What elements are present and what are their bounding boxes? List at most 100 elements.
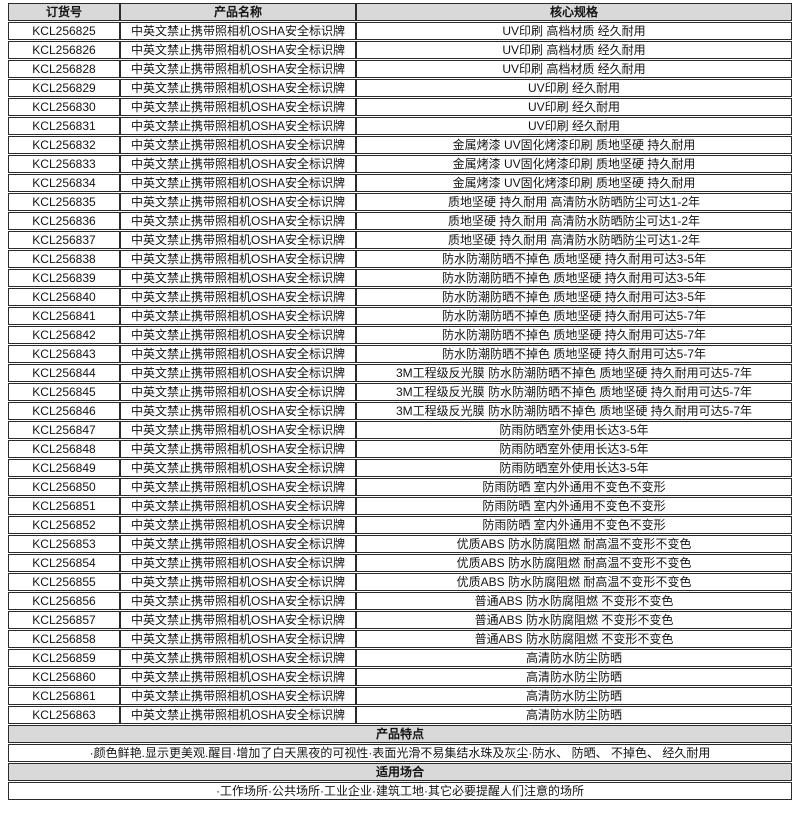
- order-number-cell: KCL256863: [8, 706, 120, 724]
- table-row: KCL256849 中英文禁止携带照相机OSHA安全标识牌 防雨防晒室外使用长达…: [8, 459, 792, 477]
- product-name-cell: 中英文禁止携带照相机OSHA安全标识牌: [120, 459, 356, 477]
- product-name-cell: 中英文禁止携带照相机OSHA安全标识牌: [120, 22, 356, 40]
- product-name-cell: 中英文禁止携带照相机OSHA安全标识牌: [120, 592, 356, 610]
- spec-cell: 优质ABS 防水防腐阻燃 耐高温不变形不变色: [356, 535, 792, 553]
- table-row: KCL256825 中英文禁止携带照相机OSHA安全标识牌 UV印刷 高档材质 …: [8, 22, 792, 40]
- occasions-section-text: ·工作场所·公共场所·工业企业·建筑工地·其它必要提醒人们注意的场所: [8, 782, 792, 800]
- order-number-cell: KCL256831: [8, 117, 120, 135]
- table-row: KCL256836 中英文禁止携带照相机OSHA安全标识牌 质地坚硬 持久耐用 …: [8, 212, 792, 230]
- order-number-cell: KCL256828: [8, 60, 120, 78]
- table-row: KCL256861 中英文禁止携带照相机OSHA安全标识牌 高清防水防尘防晒: [8, 687, 792, 705]
- product-name-cell: 中英文禁止携带照相机OSHA安全标识牌: [120, 193, 356, 211]
- table-row: KCL256843 中英文禁止携带照相机OSHA安全标识牌 防水防潮防晒不掉色 …: [8, 345, 792, 363]
- product-name-cell: 中英文禁止携带照相机OSHA安全标识牌: [120, 535, 356, 553]
- spec-cell: 质地坚硬 持久耐用 高清防水防晒防尘可达1-2年: [356, 231, 792, 249]
- table-row: KCL256855 中英文禁止携带照相机OSHA安全标识牌 优质ABS 防水防腐…: [8, 573, 792, 591]
- order-number-cell: KCL256837: [8, 231, 120, 249]
- order-number-cell: KCL256835: [8, 193, 120, 211]
- spec-cell: 防水防潮防晒不掉色 质地坚硬 持久耐用可达5-7年: [356, 345, 792, 363]
- spec-cell: 3M工程级反光膜 防水防潮防晒不掉色 质地坚硬 持久耐用可达5-7年: [356, 364, 792, 382]
- product-name-cell: 中英文禁止携带照相机OSHA安全标识牌: [120, 383, 356, 401]
- order-number-cell: KCL256841: [8, 307, 120, 325]
- order-number-cell: KCL256826: [8, 41, 120, 59]
- occasions-header-row: 适用场合: [8, 763, 792, 781]
- table-row: KCL256856 中英文禁止携带照相机OSHA安全标识牌 普通ABS 防水防腐…: [8, 592, 792, 610]
- header-product-name: 产品名称: [120, 3, 356, 21]
- table-row: KCL256826 中英文禁止携带照相机OSHA安全标识牌 UV印刷 高档材质 …: [8, 41, 792, 59]
- product-name-cell: 中英文禁止携带照相机OSHA安全标识牌: [120, 668, 356, 686]
- table-row: KCL256863 中英文禁止携带照相机OSHA安全标识牌 高清防水防尘防晒: [8, 706, 792, 724]
- order-number-cell: KCL256851: [8, 497, 120, 515]
- table-footer-sections: 产品特点 ·颜色鲜艳.显示更美观.醒目·增加了白天黑夜的可视性·表面光滑不易集结…: [8, 725, 792, 800]
- table-row: KCL256835 中英文禁止携带照相机OSHA安全标识牌 质地坚硬 持久耐用 …: [8, 193, 792, 211]
- order-number-cell: KCL256859: [8, 649, 120, 667]
- table-row: KCL256829 中英文禁止携带照相机OSHA安全标识牌 UV印刷 经久耐用: [8, 79, 792, 97]
- product-name-cell: 中英文禁止携带照相机OSHA安全标识牌: [120, 60, 356, 78]
- table-row: KCL256845 中英文禁止携带照相机OSHA安全标识牌 3M工程级反光膜 防…: [8, 383, 792, 401]
- product-name-cell: 中英文禁止携带照相机OSHA安全标识牌: [120, 212, 356, 230]
- table-row: KCL256851 中英文禁止携带照相机OSHA安全标识牌 防雨防晒 室内外通用…: [8, 497, 792, 515]
- table-row: KCL256840 中英文禁止携带照相机OSHA安全标识牌 防水防潮防晒不掉色 …: [8, 288, 792, 306]
- table-row: KCL256841 中英文禁止携带照相机OSHA安全标识牌 防水防潮防晒不掉色 …: [8, 307, 792, 325]
- spec-cell: 防雨防晒室外使用长达3-5年: [356, 459, 792, 477]
- product-name-cell: 中英文禁止携带照相机OSHA安全标识牌: [120, 516, 356, 534]
- product-name-cell: 中英文禁止携带照相机OSHA安全标识牌: [120, 364, 356, 382]
- header-row: 订货号 产品名称 核心规格: [8, 3, 792, 21]
- spec-cell: 高清防水防尘防晒: [356, 706, 792, 724]
- table-row: KCL256860 中英文禁止携带照相机OSHA安全标识牌 高清防水防尘防晒: [8, 668, 792, 686]
- product-name-cell: 中英文禁止携带照相机OSHA安全标识牌: [120, 497, 356, 515]
- order-number-cell: KCL256845: [8, 383, 120, 401]
- order-number-cell: KCL256825: [8, 22, 120, 40]
- order-number-cell: KCL256829: [8, 79, 120, 97]
- product-name-cell: 中英文禁止携带照相机OSHA安全标识牌: [120, 345, 356, 363]
- spec-cell: 普通ABS 防水防腐阻燃 不变形不变色: [356, 592, 792, 610]
- table-row: KCL256844 中英文禁止携带照相机OSHA安全标识牌 3M工程级反光膜 防…: [8, 364, 792, 382]
- order-number-cell: KCL256852: [8, 516, 120, 534]
- product-name-cell: 中英文禁止携带照相机OSHA安全标识牌: [120, 269, 356, 287]
- product-name-cell: 中英文禁止携带照相机OSHA安全标识牌: [120, 79, 356, 97]
- order-number-cell: KCL256834: [8, 174, 120, 192]
- order-number-cell: KCL256840: [8, 288, 120, 306]
- table-row: KCL256834 中英文禁止携带照相机OSHA安全标识牌 金属烤漆 UV固化烤…: [8, 174, 792, 192]
- table-row: KCL256858 中英文禁止携带照相机OSHA安全标识牌 普通ABS 防水防腐…: [8, 630, 792, 648]
- table-row: KCL256831 中英文禁止携带照相机OSHA安全标识牌 UV印刷 经久耐用: [8, 117, 792, 135]
- order-number-cell: KCL256856: [8, 592, 120, 610]
- order-number-cell: KCL256830: [8, 98, 120, 116]
- order-number-cell: KCL256843: [8, 345, 120, 363]
- order-number-cell: KCL256848: [8, 440, 120, 458]
- spec-cell: UV印刷 经久耐用: [356, 98, 792, 116]
- product-name-cell: 中英文禁止携带照相机OSHA安全标识牌: [120, 250, 356, 268]
- product-name-cell: 中英文禁止携带照相机OSHA安全标识牌: [120, 440, 356, 458]
- order-number-cell: KCL256844: [8, 364, 120, 382]
- order-number-cell: KCL256847: [8, 421, 120, 439]
- spec-cell: 3M工程级反光膜 防水防潮防晒不掉色 质地坚硬 持久耐用可达5-7年: [356, 402, 792, 420]
- table-row: KCL256838 中英文禁止携带照相机OSHA安全标识牌 防水防潮防晒不掉色 …: [8, 250, 792, 268]
- product-name-cell: 中英文禁止携带照相机OSHA安全标识牌: [120, 136, 356, 154]
- spec-cell: 金属烤漆 UV固化烤漆印刷 质地坚硬 持久耐用: [356, 174, 792, 192]
- order-number-cell: KCL256838: [8, 250, 120, 268]
- order-number-cell: KCL256860: [8, 668, 120, 686]
- order-number-cell: KCL256842: [8, 326, 120, 344]
- spec-cell: 普通ABS 防水防腐阻燃 不变形不变色: [356, 630, 792, 648]
- product-name-cell: 中英文禁止携带照相机OSHA安全标识牌: [120, 706, 356, 724]
- features-text-row: ·颜色鲜艳.显示更美观.醒目·增加了白天黑夜的可视性·表面光滑不易集结水珠及灰尘…: [8, 744, 792, 762]
- header-core-spec: 核心规格: [356, 3, 792, 21]
- spec-cell: 防雨防晒 室内外通用不变色不变形: [356, 478, 792, 496]
- spec-cell: 3M工程级反光膜 防水防潮防晒不掉色 质地坚硬 持久耐用可达5-7年: [356, 383, 792, 401]
- table-row: KCL256837 中英文禁止携带照相机OSHA安全标识牌 质地坚硬 持久耐用 …: [8, 231, 792, 249]
- order-number-cell: KCL256861: [8, 687, 120, 705]
- table-row: KCL256847 中英文禁止携带照相机OSHA安全标识牌 防雨防晒室外使用长达…: [8, 421, 792, 439]
- product-name-cell: 中英文禁止携带照相机OSHA安全标识牌: [120, 478, 356, 496]
- product-name-cell: 中英文禁止携带照相机OSHA安全标识牌: [120, 117, 356, 135]
- features-section-text: ·颜色鲜艳.显示更美观.醒目·增加了白天黑夜的可视性·表面光滑不易集结水珠及灰尘…: [8, 744, 792, 762]
- order-number-cell: KCL256854: [8, 554, 120, 572]
- product-name-cell: 中英文禁止携带照相机OSHA安全标识牌: [120, 554, 356, 572]
- product-name-cell: 中英文禁止携带照相机OSHA安全标识牌: [120, 630, 356, 648]
- spec-cell: 质地坚硬 持久耐用 高清防水防晒防尘可达1-2年: [356, 212, 792, 230]
- order-number-cell: KCL256839: [8, 269, 120, 287]
- product-name-cell: 中英文禁止携带照相机OSHA安全标识牌: [120, 687, 356, 705]
- spec-cell: 金属烤漆 UV固化烤漆印刷 质地坚硬 持久耐用: [356, 155, 792, 173]
- features-header-row: 产品特点: [8, 725, 792, 743]
- order-number-cell: KCL256832: [8, 136, 120, 154]
- spec-cell: 优质ABS 防水防腐阻燃 耐高温不变形不变色: [356, 554, 792, 572]
